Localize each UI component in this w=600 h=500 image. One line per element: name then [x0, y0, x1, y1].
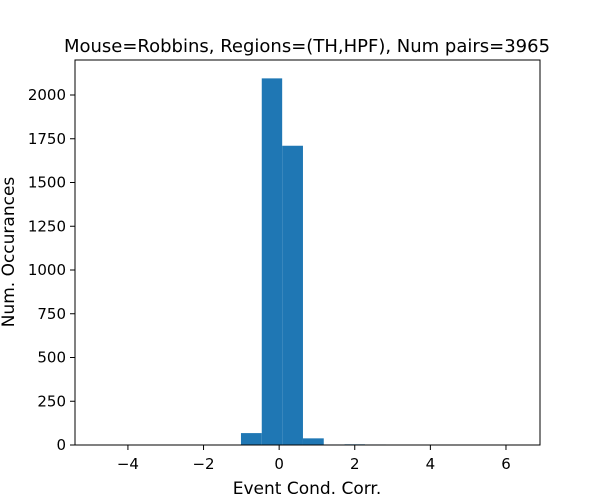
x-tick-label: 2 [350, 455, 360, 473]
y-axis-ticks: 0 250 500 750 1000 1250 1500 1750 2000 [28, 86, 75, 454]
histogram-bars [178, 78, 510, 446]
x-axis-label: Event Cond. Corr. [233, 479, 382, 499]
histogram-bar [302, 438, 324, 445]
x-tick-label: 0 [274, 455, 284, 473]
y-tick-label: 2000 [28, 86, 66, 104]
x-tick-label: −4 [117, 455, 139, 473]
histogram-bar [282, 145, 303, 445]
x-tick-label: 6 [501, 455, 511, 473]
y-tick-label: 1250 [28, 217, 66, 235]
histogram-bar [240, 433, 262, 445]
y-tick-label: 1500 [28, 174, 66, 192]
y-tick-label: 1750 [28, 130, 66, 148]
y-axis-label: Num. Occurances [0, 177, 19, 328]
y-tick-label: 750 [37, 305, 66, 323]
histogram-bar [261, 78, 283, 445]
x-tick-label: 4 [426, 455, 436, 473]
y-tick-label: 500 [37, 349, 66, 367]
plot-frame [74, 59, 541, 446]
y-tick-label: 250 [37, 392, 66, 410]
x-tick-label: −2 [192, 455, 214, 473]
y-tick-label: 0 [56, 436, 66, 454]
x-axis-ticks: −4 −2 0 2 4 6 [117, 445, 511, 473]
chart-title: Mouse=Robbins, Regions=(TH,HPF), Num pai… [64, 36, 550, 57]
y-tick-label: 1000 [28, 261, 66, 279]
